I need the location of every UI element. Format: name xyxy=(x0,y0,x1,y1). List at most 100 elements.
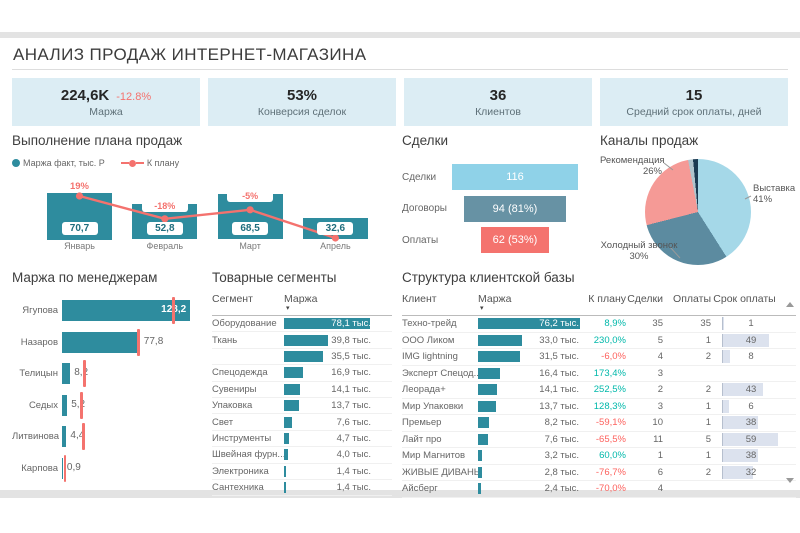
segment-row[interactable]: 35,5 тыс. xyxy=(212,349,392,366)
client-margin-value: 16,4 тыс. xyxy=(539,367,579,379)
scrollbar-down-icon[interactable] xyxy=(786,478,794,483)
client-row[interactable]: Лайт про 7,6 тыс. -65,5% 11 5 59 xyxy=(402,432,796,448)
funnel-bar-track: 94 (81%) xyxy=(452,195,578,222)
segment-value: 1,4 тыс. xyxy=(336,482,371,494)
client-term-cell: 6 xyxy=(722,399,779,413)
segment-bar-cell: 14,1 тыс. xyxy=(284,383,372,395)
column-header-payments[interactable]: Оплаты xyxy=(673,293,711,305)
client-plan-value: 252,5% xyxy=(593,384,626,396)
client-payments-value: 1 xyxy=(705,450,711,462)
client-term-cell: 43 xyxy=(722,383,779,397)
manager-bar-track: 0,9 xyxy=(62,453,197,485)
kpi-card-conversion: 53% Конверсия сделок xyxy=(208,78,396,126)
client-margin-bar xyxy=(478,367,500,379)
segment-row[interactable]: Сувениры 14,1 тыс. xyxy=(212,382,392,398)
funnel-bar[interactable]: 94 (81%) xyxy=(463,195,567,222)
client-term-bar xyxy=(723,399,729,413)
client-margin-value: 2,4 тыс. xyxy=(544,483,579,495)
segment-row[interactable]: Инструменты 4,7 тыс. xyxy=(212,431,392,448)
client-term-cell xyxy=(722,367,779,380)
client-term-bar xyxy=(723,317,724,331)
segment-row[interactable]: Спецодежда 16,9 тыс. xyxy=(212,365,392,382)
funnel-row: Сделки 116 xyxy=(402,164,592,190)
client-row[interactable]: ООО Ликом 33,0 тыс. 230,0% 5 1 49 xyxy=(402,333,796,349)
manager-bar[interactable] xyxy=(62,331,140,353)
pie-label-name: Выставка xyxy=(753,183,796,194)
manager-bar[interactable] xyxy=(62,426,67,447)
client-deals-value: 10 xyxy=(652,417,663,429)
client-margin-bar xyxy=(478,433,489,445)
client-deals-value: 6 xyxy=(657,466,663,478)
manager-name: Ягупова xyxy=(22,305,58,317)
segment-name: Сувениры xyxy=(212,383,257,395)
clients-table-header: Клиент Маржа ▾ К плану Сделки Оплаты Сро… xyxy=(402,293,796,316)
client-row[interactable]: Техно-трейд 76,2 тыс. 8,9% 35 35 1 xyxy=(402,316,796,333)
client-term-bar xyxy=(723,465,753,479)
client-name: Айсберг xyxy=(402,483,438,495)
segment-value: 35,5 тыс. xyxy=(331,350,371,362)
client-row[interactable]: Мир Магнитов 3,2 тыс. 60,0% 1 1 38 xyxy=(402,448,796,465)
client-margin-cell: 33,0 тыс. xyxy=(478,334,580,346)
client-margin-bar xyxy=(478,400,497,412)
client-deals-value: 4 xyxy=(657,483,663,495)
manager-bar[interactable] xyxy=(62,300,191,321)
segment-row[interactable]: Упаковка 13,7 тыс. xyxy=(212,398,392,415)
client-margin-bar xyxy=(478,417,489,429)
client-plan-value: -6,0% xyxy=(601,351,626,363)
legend-label: К плану xyxy=(146,158,180,168)
segment-row[interactable]: Ткань 39,8 тыс. xyxy=(212,332,392,349)
segment-bar-cell: 16,9 тыс. xyxy=(284,367,372,379)
client-margin-bar xyxy=(478,334,523,346)
segment-row[interactable]: Швейная фурн... 4,0 тыс. xyxy=(212,447,392,464)
client-margin-value: 33,0 тыс. xyxy=(539,334,579,346)
segment-row[interactable]: Оборудование 78,1 тыс. xyxy=(212,316,392,333)
client-plan-value: -65,5% xyxy=(595,433,626,445)
client-row[interactable]: ЖИВЫЕ ДИВАНЫ 2,8 тыс. -76,7% 6 2 32 xyxy=(402,465,796,481)
funnel-bar[interactable]: 62 (53%) xyxy=(481,227,549,253)
client-payments-value: 2 xyxy=(705,466,711,478)
client-row[interactable]: IMG lightning 31,5 тыс. -6,0% 4 2 8 xyxy=(402,349,796,366)
sort-desc-icon: ▾ xyxy=(480,305,484,312)
funnel-bar[interactable]: 116 xyxy=(452,164,578,190)
column-header-client[interactable]: Клиент xyxy=(402,293,437,305)
funnel-row: Договоры 94 (81%) xyxy=(402,195,592,222)
column-header-margin[interactable]: Маржа ▾ xyxy=(284,293,317,312)
client-margin-cell: 76,2 тыс. xyxy=(478,318,580,330)
client-row[interactable]: Премьер 8,2 тыс. -59,1% 10 1 38 xyxy=(402,415,796,432)
manager-name: Карпова xyxy=(21,462,58,474)
segment-row[interactable]: Электроника 1,4 тыс. xyxy=(212,464,392,480)
manager-row: Назаров 77,8 xyxy=(12,327,204,359)
client-row[interactable]: Мир Упаковки 13,7 тыс. 128,3% 3 1 6 xyxy=(402,399,796,415)
pie-chart[interactable] xyxy=(645,159,751,265)
client-row[interactable]: Леорада+ 14,1 тыс. 252,5% 2 2 43 xyxy=(402,382,796,399)
manager-bar[interactable] xyxy=(62,457,63,479)
segment-row[interactable]: Сантехника 1,4 тыс. xyxy=(212,480,392,497)
manager-rows: Ягупова 128,2 Назаров 77,8 Телицын 8,2 Седых 5,… xyxy=(12,295,204,484)
manager-name: Литвинова xyxy=(12,431,59,443)
segment-row[interactable]: Свет 7,6 тыс. xyxy=(212,414,392,431)
title-divider xyxy=(12,69,788,70)
client-row[interactable]: Айсберг 2,4 тыс. -70,0% 4 xyxy=(402,481,796,498)
month-label: Январь xyxy=(64,241,95,251)
manager-value: 0,9 xyxy=(66,461,81,473)
pie-label: Рекомендация 26% xyxy=(600,155,665,177)
client-margin-bar xyxy=(478,466,482,478)
section-title: Сделки xyxy=(402,133,449,148)
column-header-deals[interactable]: Сделки xyxy=(627,293,663,305)
scrollbar-up-icon[interactable] xyxy=(786,302,794,307)
client-payments-value: 35 xyxy=(700,318,711,330)
column-header-margin[interactable]: Маржа ▾ xyxy=(478,293,580,312)
manager-bar[interactable] xyxy=(62,394,68,416)
segment-bar-cell: 78,1 тыс. xyxy=(284,318,372,330)
column-header-segment[interactable]: Сегмент xyxy=(212,293,253,305)
client-payments-value: 2 xyxy=(705,351,711,363)
column-header-plan[interactable]: К плану xyxy=(588,293,626,305)
manager-bar[interactable] xyxy=(62,363,71,384)
client-row[interactable]: Эксперт Спецод... 16,4 тыс. 173,4% 3 xyxy=(402,366,796,382)
client-plan-value: 8,9% xyxy=(604,318,626,330)
client-deals-value: 11 xyxy=(653,433,663,445)
client-term-cell: 49 xyxy=(722,333,779,347)
client-plan-value: 60,0% xyxy=(599,450,626,462)
column-header-term[interactable]: Срок оплаты xyxy=(713,293,776,305)
manager-value: 8,2 xyxy=(74,367,89,378)
